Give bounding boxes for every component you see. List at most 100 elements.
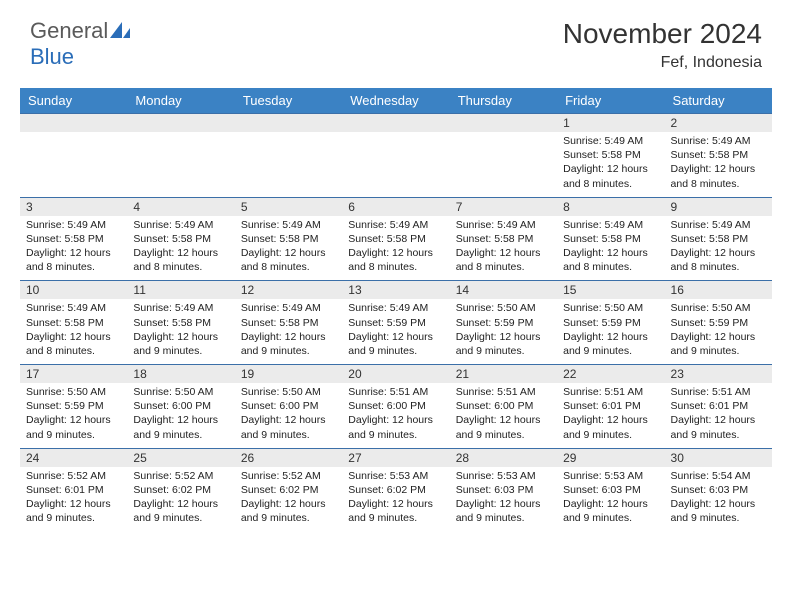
day-number: 15 <box>557 281 664 299</box>
day-number <box>235 114 342 132</box>
sunset-text: Sunset: 5:59 PM <box>348 316 443 330</box>
day-content: Sunrise: 5:51 AMSunset: 6:00 PMDaylight:… <box>450 383 557 448</box>
day-cell: 22Sunrise: 5:51 AMSunset: 6:01 PMDayligh… <box>557 365 664 449</box>
col-saturday: Saturday <box>665 88 772 114</box>
sunrise-text: Sunrise: 5:49 AM <box>563 218 658 232</box>
day-content <box>127 132 234 190</box>
sunrise-text: Sunrise: 5:52 AM <box>26 469 121 483</box>
sunrise-text: Sunrise: 5:49 AM <box>133 301 228 315</box>
sunrise-text: Sunrise: 5:51 AM <box>456 385 551 399</box>
day-content: Sunrise: 5:49 AMSunset: 5:58 PMDaylight:… <box>665 216 772 281</box>
day-number: 11 <box>127 281 234 299</box>
day-cell <box>20 114 127 198</box>
day-number: 17 <box>20 365 127 383</box>
day-cell: 19Sunrise: 5:50 AMSunset: 6:00 PMDayligh… <box>235 365 342 449</box>
day-cell: 9Sunrise: 5:49 AMSunset: 5:58 PMDaylight… <box>665 197 772 281</box>
day-number <box>20 114 127 132</box>
logo-sail-icon <box>110 22 130 38</box>
col-sunday: Sunday <box>20 88 127 114</box>
sunrise-text: Sunrise: 5:50 AM <box>26 385 121 399</box>
sunrise-text: Sunrise: 5:49 AM <box>133 218 228 232</box>
daylight-text: Daylight: 12 hours and 9 minutes. <box>348 497 443 525</box>
sunset-text: Sunset: 6:02 PM <box>241 483 336 497</box>
day-number: 28 <box>450 449 557 467</box>
sunset-text: Sunset: 6:00 PM <box>348 399 443 413</box>
daylight-text: Daylight: 12 hours and 9 minutes. <box>563 413 658 441</box>
day-cell <box>450 114 557 198</box>
calendar-body: 1Sunrise: 5:49 AMSunset: 5:58 PMDaylight… <box>20 114 772 532</box>
sunset-text: Sunset: 5:58 PM <box>348 232 443 246</box>
sunrise-text: Sunrise: 5:53 AM <box>348 469 443 483</box>
day-number <box>127 114 234 132</box>
day-number: 4 <box>127 198 234 216</box>
day-content: Sunrise: 5:49 AMSunset: 5:58 PMDaylight:… <box>20 299 127 364</box>
sunset-text: Sunset: 5:58 PM <box>133 316 228 330</box>
day-number: 13 <box>342 281 449 299</box>
sunset-text: Sunset: 6:02 PM <box>133 483 228 497</box>
sunset-text: Sunset: 6:00 PM <box>241 399 336 413</box>
day-content: Sunrise: 5:53 AMSunset: 6:03 PMDaylight:… <box>450 467 557 532</box>
day-content <box>450 132 557 190</box>
daylight-text: Daylight: 12 hours and 8 minutes. <box>241 246 336 274</box>
sunrise-text: Sunrise: 5:50 AM <box>671 301 766 315</box>
sunset-text: Sunset: 6:03 PM <box>671 483 766 497</box>
day-cell: 16Sunrise: 5:50 AMSunset: 5:59 PMDayligh… <box>665 281 772 365</box>
sunrise-text: Sunrise: 5:53 AM <box>456 469 551 483</box>
col-wednesday: Wednesday <box>342 88 449 114</box>
day-content: Sunrise: 5:49 AMSunset: 5:58 PMDaylight:… <box>235 299 342 364</box>
sunrise-text: Sunrise: 5:52 AM <box>241 469 336 483</box>
day-content: Sunrise: 5:52 AMSunset: 6:02 PMDaylight:… <box>235 467 342 532</box>
day-cell: 28Sunrise: 5:53 AMSunset: 6:03 PMDayligh… <box>450 448 557 531</box>
sunset-text: Sunset: 5:58 PM <box>133 232 228 246</box>
sunset-text: Sunset: 5:59 PM <box>456 316 551 330</box>
col-thursday: Thursday <box>450 88 557 114</box>
day-cell <box>342 114 449 198</box>
day-cell: 4Sunrise: 5:49 AMSunset: 5:58 PMDaylight… <box>127 197 234 281</box>
day-content <box>20 132 127 190</box>
day-content: Sunrise: 5:49 AMSunset: 5:58 PMDaylight:… <box>20 216 127 281</box>
day-content: Sunrise: 5:49 AMSunset: 5:58 PMDaylight:… <box>127 216 234 281</box>
day-number: 30 <box>665 449 772 467</box>
day-number: 16 <box>665 281 772 299</box>
col-friday: Friday <box>557 88 664 114</box>
day-content: Sunrise: 5:52 AMSunset: 6:01 PMDaylight:… <box>20 467 127 532</box>
daylight-text: Daylight: 12 hours and 9 minutes. <box>671 497 766 525</box>
logo-text: General Blue <box>30 18 130 70</box>
day-cell: 5Sunrise: 5:49 AMSunset: 5:58 PMDaylight… <box>235 197 342 281</box>
day-number: 25 <box>127 449 234 467</box>
day-cell: 24Sunrise: 5:52 AMSunset: 6:01 PMDayligh… <box>20 448 127 531</box>
day-content <box>342 132 449 190</box>
day-cell: 6Sunrise: 5:49 AMSunset: 5:58 PMDaylight… <box>342 197 449 281</box>
day-cell: 15Sunrise: 5:50 AMSunset: 5:59 PMDayligh… <box>557 281 664 365</box>
sunrise-text: Sunrise: 5:49 AM <box>348 218 443 232</box>
week-row: 10Sunrise: 5:49 AMSunset: 5:58 PMDayligh… <box>20 281 772 365</box>
daylight-text: Daylight: 12 hours and 9 minutes. <box>133 497 228 525</box>
daylight-text: Daylight: 12 hours and 9 minutes. <box>133 330 228 358</box>
sunset-text: Sunset: 5:58 PM <box>241 232 336 246</box>
day-content: Sunrise: 5:51 AMSunset: 6:01 PMDaylight:… <box>665 383 772 448</box>
day-cell: 3Sunrise: 5:49 AMSunset: 5:58 PMDaylight… <box>20 197 127 281</box>
sunrise-text: Sunrise: 5:49 AM <box>671 134 766 148</box>
sunset-text: Sunset: 5:58 PM <box>456 232 551 246</box>
sunrise-text: Sunrise: 5:49 AM <box>241 301 336 315</box>
daylight-text: Daylight: 12 hours and 9 minutes. <box>26 413 121 441</box>
daylight-text: Daylight: 12 hours and 9 minutes. <box>348 413 443 441</box>
day-cell: 30Sunrise: 5:54 AMSunset: 6:03 PMDayligh… <box>665 448 772 531</box>
col-tuesday: Tuesday <box>235 88 342 114</box>
day-content: Sunrise: 5:50 AMSunset: 5:59 PMDaylight:… <box>20 383 127 448</box>
day-content: Sunrise: 5:53 AMSunset: 6:02 PMDaylight:… <box>342 467 449 532</box>
day-content: Sunrise: 5:50 AMSunset: 5:59 PMDaylight:… <box>665 299 772 364</box>
sunrise-text: Sunrise: 5:49 AM <box>456 218 551 232</box>
day-cell: 1Sunrise: 5:49 AMSunset: 5:58 PMDaylight… <box>557 114 664 198</box>
daylight-text: Daylight: 12 hours and 9 minutes. <box>241 497 336 525</box>
day-number: 5 <box>235 198 342 216</box>
sunrise-text: Sunrise: 5:49 AM <box>26 218 121 232</box>
sunset-text: Sunset: 6:02 PM <box>348 483 443 497</box>
day-content: Sunrise: 5:53 AMSunset: 6:03 PMDaylight:… <box>557 467 664 532</box>
daylight-text: Daylight: 12 hours and 9 minutes. <box>563 330 658 358</box>
day-number: 8 <box>557 198 664 216</box>
day-cell: 17Sunrise: 5:50 AMSunset: 5:59 PMDayligh… <box>20 365 127 449</box>
day-content <box>235 132 342 190</box>
sunset-text: Sunset: 5:58 PM <box>671 232 766 246</box>
day-number: 26 <box>235 449 342 467</box>
